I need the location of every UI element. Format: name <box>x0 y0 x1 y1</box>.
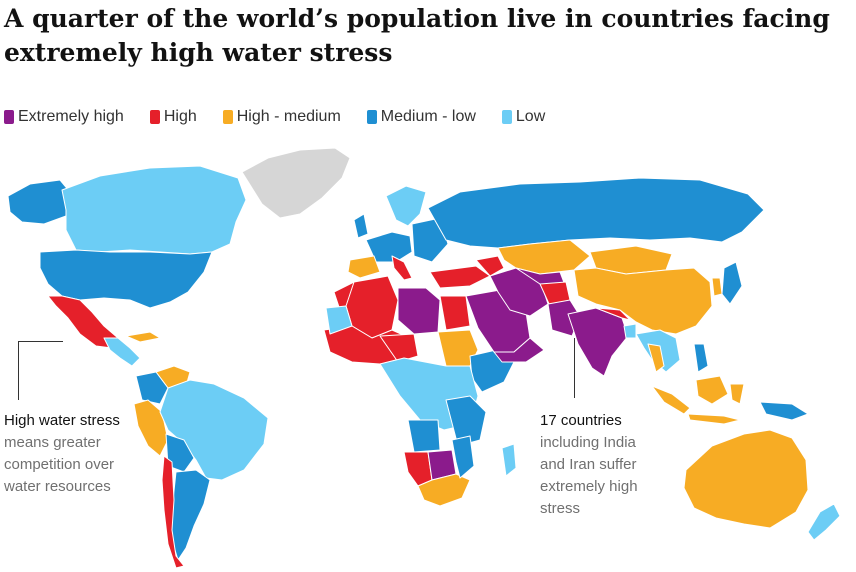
region-namibia <box>403 451 433 487</box>
region-scandinavia <box>385 185 427 227</box>
left-annotation-heading: High water stress <box>4 412 120 429</box>
left-annotation: High water stress means greater competit… <box>4 410 134 498</box>
region-italy <box>391 255 413 281</box>
region-colombia <box>135 371 169 405</box>
legend-swatch-high <box>149 110 160 124</box>
region-indonesia-sumatra <box>651 385 691 415</box>
region-new-zealand <box>807 503 841 541</box>
region-australia <box>683 429 809 529</box>
region-angola <box>407 419 441 453</box>
left-annotation-body: means greater competition over water res… <box>4 434 115 495</box>
region-niger <box>379 333 419 363</box>
region-chile <box>161 455 185 569</box>
region-mauritania <box>325 305 353 335</box>
legend-swatch-high-medium <box>222 110 233 124</box>
region-caucasus <box>475 255 505 277</box>
legend-label: Extremely high <box>18 108 124 125</box>
page-title: A quarter of the world’s population live… <box>4 4 830 67</box>
legend-item-high-medium: High - medium <box>222 108 341 126</box>
region-brazil <box>159 379 269 481</box>
region-central-america <box>103 337 141 367</box>
region-philippines <box>693 343 709 373</box>
legend-item-extremely-high: Extremely high <box>4 108 124 126</box>
region-canada <box>61 165 247 255</box>
legend-item-low: Low <box>501 108 546 126</box>
region-south-africa <box>417 473 471 507</box>
region-india <box>567 307 629 377</box>
region-peru <box>133 399 169 457</box>
right-annotation-body: including India and Iran suffer extremel… <box>540 434 638 517</box>
region-east-africa <box>445 395 487 447</box>
legend-label: High - medium <box>236 108 341 125</box>
region-korea <box>711 277 723 297</box>
region-japan <box>721 261 743 305</box>
world-water-stress-map <box>7 147 841 569</box>
region-papua <box>759 401 809 421</box>
region-russia <box>427 177 765 249</box>
region-borneo <box>695 375 729 405</box>
region-turkey <box>429 265 491 289</box>
legend-label: Low <box>515 108 546 125</box>
region-usa <box>39 249 213 309</box>
legend-item-medium-low: Medium - low <box>366 108 476 126</box>
legend-label: Medium - low <box>380 108 476 125</box>
legend: Extremely high High High - medium Medium… <box>4 106 571 128</box>
region-sulawesi <box>729 383 745 405</box>
region-egypt <box>439 295 471 331</box>
region-nepal-bhutan <box>595 307 631 321</box>
legend-swatch-medium-low <box>366 110 377 124</box>
region-yemen-oman <box>493 337 545 363</box>
legend-item-high: High <box>149 108 197 126</box>
right-annotation-leader <box>574 338 575 398</box>
legend-swatch-low <box>501 110 512 124</box>
region-bangladesh <box>623 323 637 339</box>
left-annotation-leader <box>18 341 63 400</box>
region-argentina <box>171 469 211 561</box>
legend-label: High <box>163 108 197 125</box>
region-alaska <box>7 179 71 225</box>
legend-swatch-extremely-high <box>4 110 14 124</box>
region-indonesia-java <box>687 413 741 425</box>
region-greenland <box>241 147 351 219</box>
region-madagascar <box>501 443 517 477</box>
region-cuba <box>125 331 161 343</box>
region-libya <box>397 287 441 335</box>
region-spain <box>347 255 381 279</box>
region-thailand <box>647 343 665 373</box>
region-china <box>573 267 713 335</box>
region-uk <box>353 213 369 239</box>
region-mozambique <box>451 435 475 479</box>
right-annotation-heading: 17 countries <box>540 412 622 429</box>
right-annotation: 17 countries including India and Iran su… <box>540 410 658 520</box>
